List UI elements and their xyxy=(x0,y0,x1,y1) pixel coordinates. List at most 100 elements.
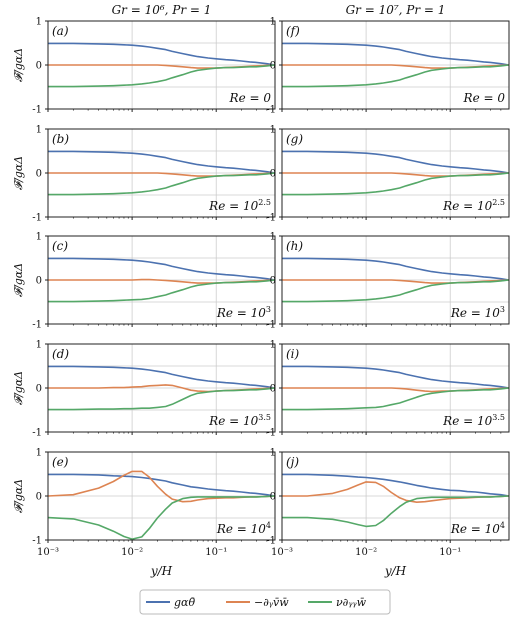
y-tick-label: -1 xyxy=(32,105,42,116)
y-tick-label: 1 xyxy=(36,17,42,28)
y-axis-label: 𝓕/gαΔ xyxy=(12,263,25,297)
y-tick-label: 0 xyxy=(36,276,42,287)
y-axis-label: 𝓕/gαΔ xyxy=(12,156,25,190)
x-tick-label: 10⁻² xyxy=(355,547,377,558)
y-tick-label: 1 xyxy=(36,448,42,459)
reynolds-label: Re = 102.5 xyxy=(442,198,505,213)
reynolds-label: Re = 103 xyxy=(216,305,271,320)
series-green-line xyxy=(47,495,276,540)
legend-box xyxy=(139,589,391,615)
series-blue-line xyxy=(48,257,276,281)
panel-j: 1 0 -1 (j) Re = 104 10⁻³ 10⁻² 10⁻¹ y/H xyxy=(266,448,510,578)
panel-h: 1 0 -1 (h) Re = 103 xyxy=(266,232,510,331)
y-axis-label: 𝓕/gαΔ xyxy=(12,479,25,513)
column-title-2: Gr = 10⁷, Pr = 1 xyxy=(346,3,446,17)
panel-b: 1 0 -1 (b) Re = 102.5 𝓕/gαΔ xyxy=(12,125,276,224)
reynolds-label: Re = 0 xyxy=(463,91,506,105)
y-tick-label: -1 xyxy=(32,536,42,547)
panel-f: 1 0 -1 (f) Re = 0 xyxy=(266,17,510,116)
reynolds-label: Re = 103.5 xyxy=(208,413,271,428)
series-green-line xyxy=(282,64,510,88)
y-tick-label: 1 xyxy=(270,125,276,136)
y-tick-label: -1 xyxy=(266,213,276,224)
reynolds-label: Re = 103.5 xyxy=(442,413,505,428)
legend-entry: ν∂ᵧᵧw̄ xyxy=(336,596,367,609)
series-green-line xyxy=(48,279,276,303)
y-tick-label: -1 xyxy=(266,105,276,116)
y-tick-label: 0 xyxy=(270,169,276,180)
y-tick-label: 0 xyxy=(36,384,42,395)
x-tick-label: 10⁻³ xyxy=(271,547,293,558)
x-tick-label: 10⁻¹ xyxy=(205,547,227,558)
y-tick-label: -1 xyxy=(266,536,276,547)
reynolds-label: Re = 104 xyxy=(450,521,505,536)
series-green-line xyxy=(282,387,510,411)
y-tick-label: -1 xyxy=(32,213,42,224)
y-tick-label: -1 xyxy=(266,320,276,331)
series-green-line xyxy=(282,495,510,528)
x-tick-label: 10⁻³ xyxy=(37,547,59,558)
panel-label: (d) xyxy=(52,347,69,361)
y-tick-label: 0 xyxy=(270,384,276,395)
series-green-line xyxy=(48,172,276,196)
y-tick-label: 0 xyxy=(36,169,42,180)
series-blue-line xyxy=(282,257,510,281)
series-green-line xyxy=(48,387,276,411)
y-tick-label: 1 xyxy=(270,17,276,28)
panel-label: (i) xyxy=(286,347,300,361)
x-axis-label: y/H xyxy=(150,564,173,578)
y-tick-label: 1 xyxy=(270,448,276,459)
y-tick-label: 0 xyxy=(270,276,276,287)
x-tick-label: 10⁻² xyxy=(121,547,143,558)
panel-d: 1 0 -1 (d) Re = 103.5 𝓕/gαΔ xyxy=(12,340,276,439)
y-tick-label: 1 xyxy=(36,232,42,243)
panel-label: (c) xyxy=(52,239,68,253)
series-blue-line xyxy=(48,150,276,174)
reynolds-label: Re = 103 xyxy=(450,305,505,320)
reynolds-label: Re = 0 xyxy=(229,91,272,105)
legend: gαθ̄ −∂ᵧv̄w̄ ν∂ᵧᵧw̄ xyxy=(139,589,391,615)
panel-label: (h) xyxy=(286,239,303,253)
y-axis-label: 𝓕/gαΔ xyxy=(12,371,25,405)
series-green-line xyxy=(282,279,510,303)
reynolds-label: Re = 104 xyxy=(216,521,271,536)
y-tick-label: -1 xyxy=(32,428,42,439)
y-axis-label: 𝓕/gαΔ xyxy=(12,48,25,82)
panel-label: (j) xyxy=(286,455,299,469)
panel-label: (g) xyxy=(286,132,303,146)
y-tick-label: -1 xyxy=(266,428,276,439)
series-green-line xyxy=(282,172,510,196)
column-title-1: Gr = 10⁶, Pr = 1 xyxy=(112,3,212,17)
y-tick-label: 0 xyxy=(270,61,276,72)
panel-c: 1 0 -1 (c) Re = 103 𝓕/gαΔ xyxy=(12,232,276,331)
x-tick-label: 10⁻¹ xyxy=(439,547,461,558)
series-blue-line xyxy=(282,150,510,174)
series-blue-line xyxy=(48,42,276,66)
y-tick-label: 1 xyxy=(36,340,42,351)
series-green-line xyxy=(48,64,276,88)
reynolds-label: Re = 102.5 xyxy=(208,198,271,213)
series-blue-line xyxy=(282,365,510,389)
panel-g: 1 0 -1 (g) Re = 102.5 xyxy=(266,125,510,224)
y-tick-label: 0 xyxy=(36,61,42,72)
series-blue-line xyxy=(48,365,276,389)
y-tick-label: 1 xyxy=(270,232,276,243)
panel-i: 1 0 -1 (i) Re = 103.5 xyxy=(266,340,510,439)
panel-e: 1 0 -1 (e) Re = 104 10⁻³ 10⁻² 10⁻¹ y/H 𝓕/gαΔ xyxy=(12,448,276,578)
y-tick-label: 0 xyxy=(270,492,276,503)
legend-entry: −∂ᵧv̄w̄ xyxy=(254,596,289,609)
series-blue-line xyxy=(48,473,276,497)
panel-label: (f) xyxy=(286,24,300,38)
y-tick-label: -1 xyxy=(32,320,42,331)
panel-label: (e) xyxy=(52,455,69,469)
panel-a: 1 0 -1 (a) Re = 0 𝓕/gαΔ xyxy=(12,17,276,116)
series-blue-line xyxy=(282,473,510,497)
x-axis-label: y/H xyxy=(384,564,407,578)
panel-label: (a) xyxy=(52,24,69,38)
y-tick-label: 1 xyxy=(36,125,42,136)
legend-entry: gαθ̄ xyxy=(174,596,195,609)
panel-label: (b) xyxy=(52,132,69,146)
y-tick-label: 1 xyxy=(270,340,276,351)
series-blue-line xyxy=(282,42,510,66)
